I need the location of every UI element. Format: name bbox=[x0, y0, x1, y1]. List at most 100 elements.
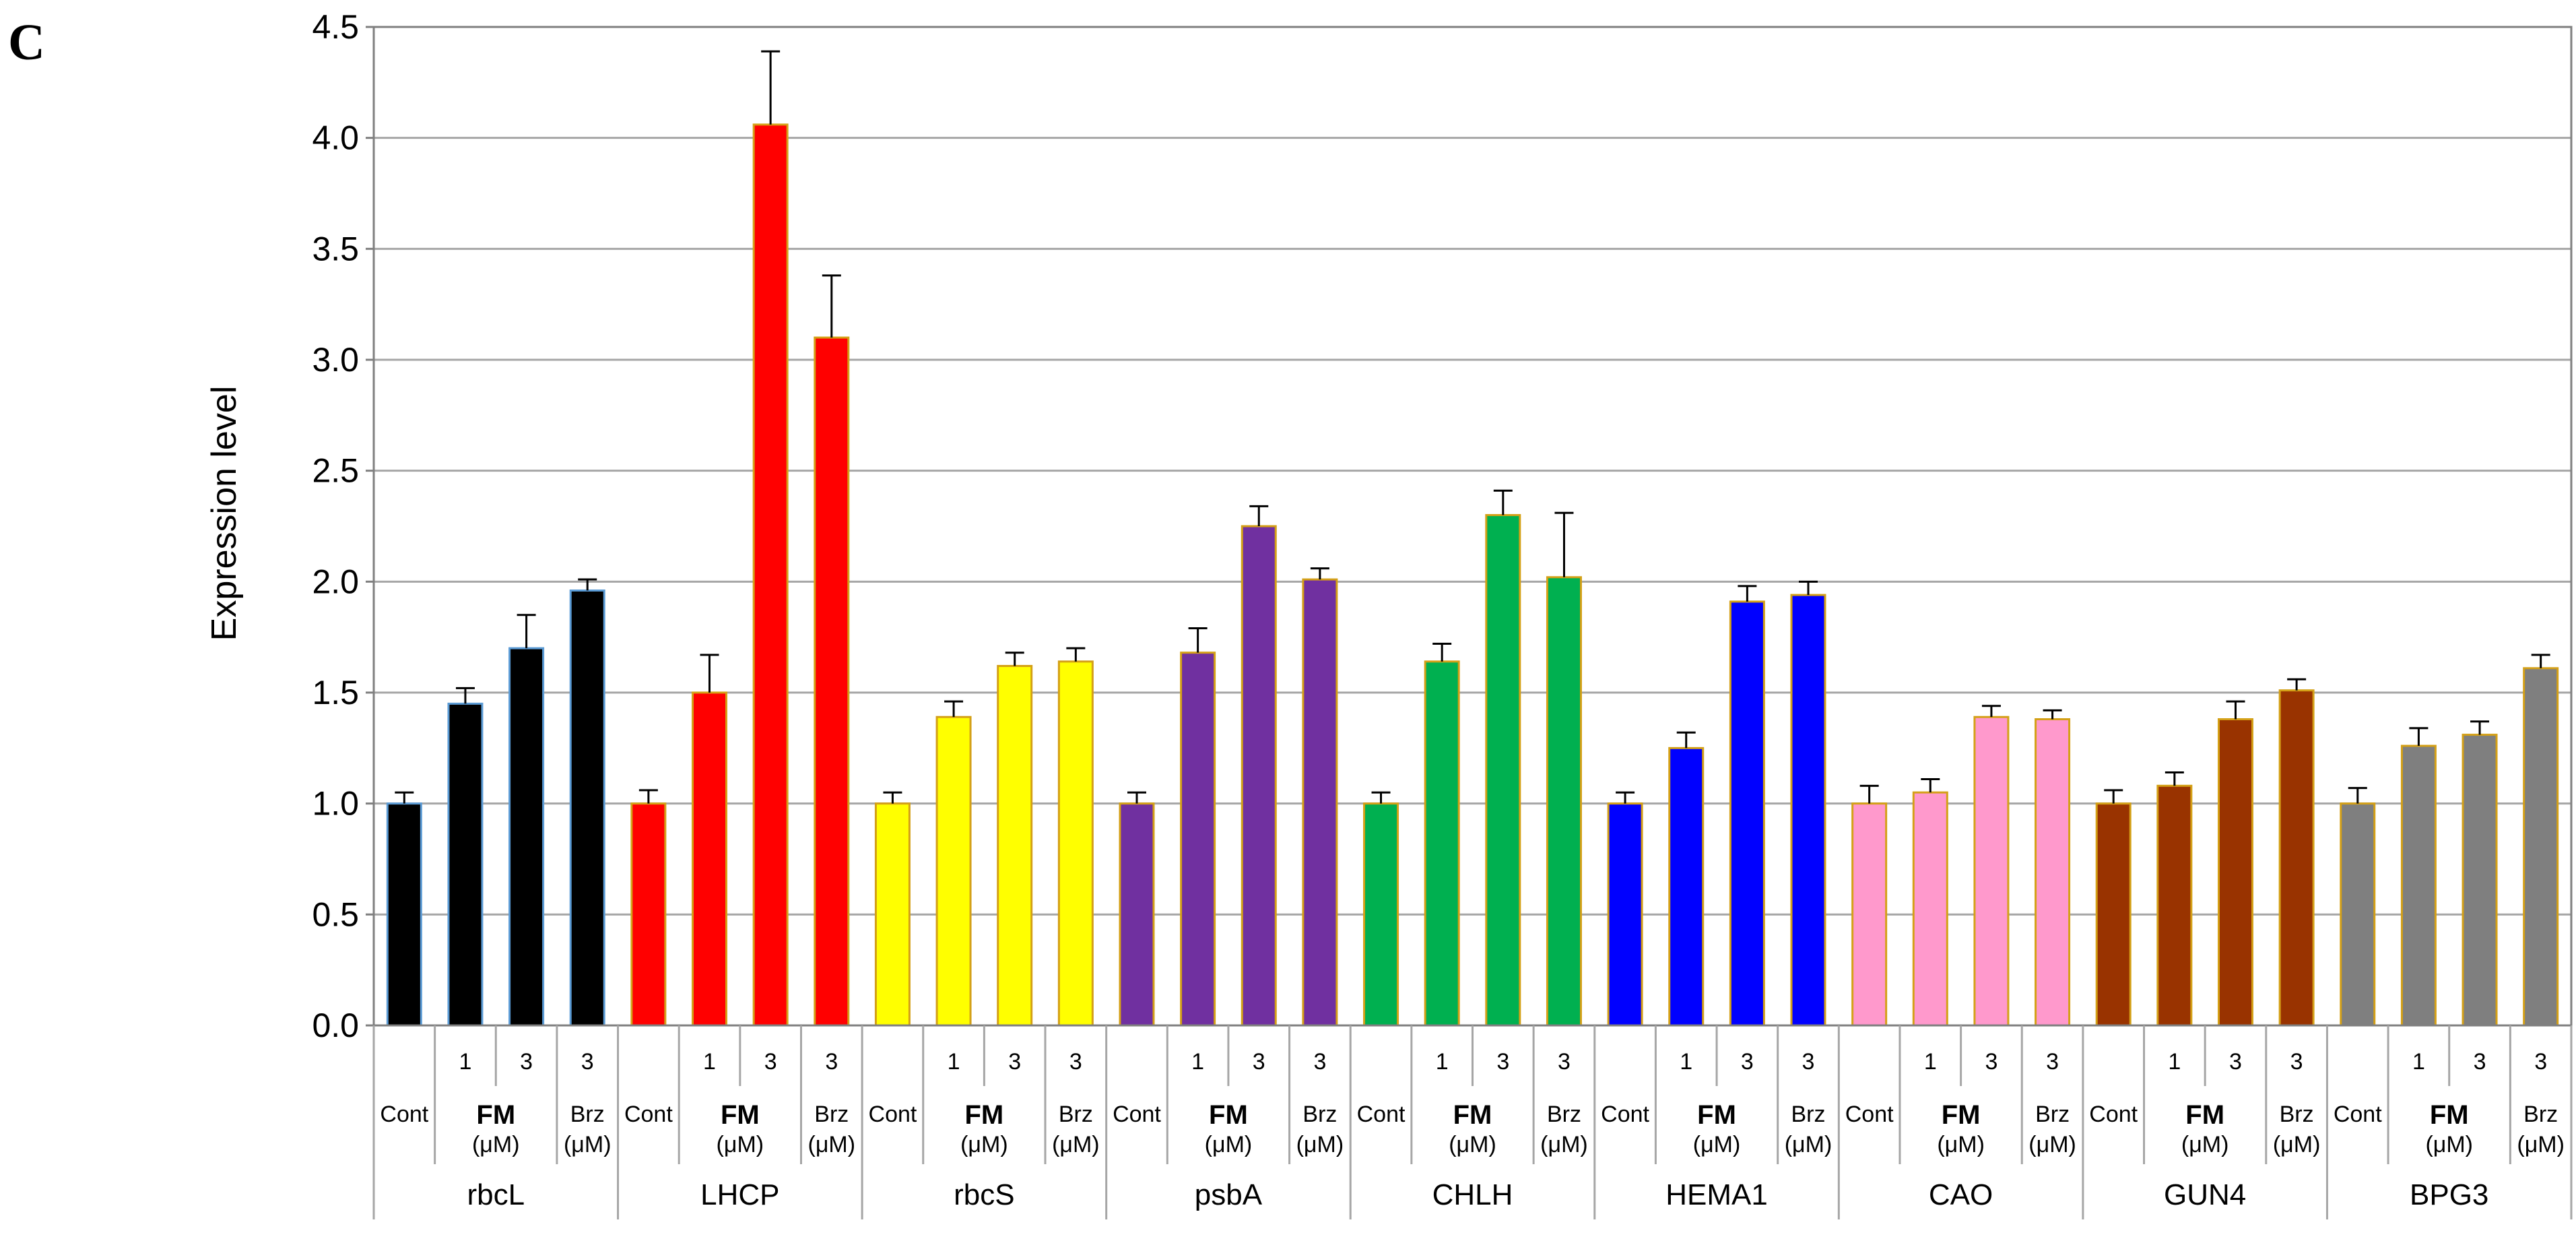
fm-label: FM bbox=[2185, 1100, 2224, 1130]
cont-label: Cont bbox=[869, 1102, 917, 1127]
dose-label-fm-1: 1 bbox=[1680, 1049, 1692, 1075]
bar-bpg3-2 bbox=[2462, 734, 2498, 1027]
y-axis-label: Expression level bbox=[205, 386, 244, 641]
dose-label-fm-3: 3 bbox=[1496, 1049, 1509, 1075]
bar-lhcp-3 bbox=[814, 336, 850, 1027]
panel-label: C bbox=[8, 14, 45, 71]
bar-rbcs-2 bbox=[997, 664, 1033, 1027]
dose-label-brz-3: 3 bbox=[825, 1049, 838, 1075]
dose-label-fm-3: 3 bbox=[2229, 1049, 2242, 1075]
bar-psba-0 bbox=[1119, 802, 1155, 1027]
brz-label: Brz bbox=[1547, 1102, 1581, 1127]
bar-lhcp-0 bbox=[630, 802, 667, 1027]
brz-unit-label: (μM) bbox=[1540, 1132, 1588, 1157]
y-tick-label: 1.5 bbox=[312, 674, 359, 711]
bar-hema1-1 bbox=[1668, 746, 1705, 1027]
dose-label-brz-3: 3 bbox=[1313, 1049, 1326, 1075]
gene-label-bpg3: BPG3 bbox=[2410, 1178, 2488, 1211]
fm-unit-label: (μM) bbox=[472, 1132, 520, 1157]
cont-label: Cont bbox=[1113, 1102, 1161, 1127]
bar-bpg3-1 bbox=[2400, 744, 2437, 1027]
fm-unit-label: (μM) bbox=[1449, 1132, 1496, 1157]
y-tick-label: 2.0 bbox=[312, 563, 359, 600]
bar-rbcl-1 bbox=[447, 702, 484, 1027]
fm-label: FM bbox=[1942, 1100, 1981, 1130]
gene-label-chlh: CHLH bbox=[1432, 1178, 1513, 1211]
dose-label-fm-1: 1 bbox=[1191, 1049, 1204, 1075]
fm-label: FM bbox=[721, 1100, 760, 1130]
dose-label-fm-3: 3 bbox=[2474, 1049, 2486, 1075]
fm-label: FM bbox=[965, 1100, 1004, 1130]
bar-rbcl-3 bbox=[569, 590, 605, 1027]
fm-label: FM bbox=[476, 1100, 515, 1130]
bar-hema1-2 bbox=[1729, 600, 1765, 1027]
brz-unit-label: (μM) bbox=[2273, 1132, 2321, 1157]
bar-gun4-2 bbox=[2217, 718, 2253, 1027]
bar-cao-3 bbox=[2035, 718, 2071, 1027]
brz-unit-label: (μM) bbox=[564, 1132, 612, 1157]
fm-label: FM bbox=[1453, 1100, 1492, 1130]
y-tick-label: 3.0 bbox=[312, 341, 359, 379]
bar-rbcs-3 bbox=[1057, 660, 1094, 1027]
dose-label-fm-1: 1 bbox=[2168, 1049, 2181, 1075]
brz-label: Brz bbox=[814, 1102, 849, 1127]
cont-label: Cont bbox=[2334, 1102, 2382, 1127]
cont-label: Cont bbox=[380, 1102, 428, 1127]
bar-gun4-1 bbox=[2156, 784, 2193, 1027]
bar-lhcp-2 bbox=[752, 123, 789, 1027]
dose-label-fm-3: 3 bbox=[764, 1049, 777, 1075]
fm-label: FM bbox=[2430, 1100, 2469, 1130]
gene-label-psba: psbA bbox=[1195, 1178, 1263, 1211]
fm-unit-label: (μM) bbox=[2425, 1132, 2473, 1157]
dose-label-fm-3: 3 bbox=[1008, 1049, 1021, 1075]
dose-label-brz-3: 3 bbox=[1802, 1049, 1815, 1075]
cont-label: Cont bbox=[2089, 1102, 2138, 1127]
bar-chlh-0 bbox=[1363, 802, 1399, 1027]
brz-unit-label: (μM) bbox=[808, 1132, 856, 1157]
y-tick-label: 1.0 bbox=[312, 785, 359, 823]
dose-label-fm-1: 1 bbox=[459, 1049, 471, 1075]
bar-psba-3 bbox=[1302, 578, 1338, 1027]
bar-bpg3-3 bbox=[2523, 667, 2559, 1027]
dose-label-fm-1: 1 bbox=[703, 1049, 716, 1075]
cont-label: Cont bbox=[624, 1102, 673, 1127]
fm-label: FM bbox=[1697, 1100, 1736, 1130]
bar-cao-1 bbox=[1912, 791, 1948, 1027]
bar-gun4-0 bbox=[2095, 802, 2132, 1027]
gene-label-hema1: HEMA1 bbox=[1665, 1178, 1768, 1211]
dose-label-fm-1: 1 bbox=[1924, 1049, 1937, 1075]
dose-label-fm-1: 1 bbox=[2412, 1049, 2425, 1075]
brz-label: Brz bbox=[1302, 1102, 1337, 1127]
dose-label-fm-3: 3 bbox=[1741, 1049, 1754, 1075]
bars bbox=[386, 50, 2559, 1027]
dose-label-fm-1: 1 bbox=[948, 1049, 960, 1075]
brz-label: Brz bbox=[2280, 1102, 2314, 1127]
bar-chlh-1 bbox=[1424, 660, 1460, 1027]
brz-unit-label: (μM) bbox=[1296, 1132, 1344, 1157]
bar-lhcp-1 bbox=[692, 691, 728, 1027]
brz-label: Brz bbox=[1059, 1102, 1093, 1127]
dose-label-fm-3: 3 bbox=[520, 1049, 533, 1075]
y-tick-label: 0.5 bbox=[312, 895, 359, 933]
dose-label-brz-3: 3 bbox=[1558, 1049, 1571, 1075]
fm-unit-label: (μM) bbox=[2181, 1132, 2229, 1157]
dose-label-fm-1: 1 bbox=[1436, 1049, 1449, 1075]
gene-label-lhcp: LHCP bbox=[700, 1178, 779, 1211]
y-tick-label: 4.5 bbox=[312, 8, 359, 46]
brz-unit-label: (μM) bbox=[1052, 1132, 1100, 1157]
dose-label-fm-3: 3 bbox=[1985, 1049, 1997, 1075]
y-tick-label: 2.5 bbox=[312, 452, 359, 490]
fm-unit-label: (μM) bbox=[1693, 1132, 1741, 1157]
dose-label-brz-3: 3 bbox=[2534, 1049, 2547, 1075]
bar-chlh-2 bbox=[1485, 514, 1521, 1027]
gene-label-rbcl: rbcL bbox=[467, 1178, 525, 1211]
y-axis-ticks: 0.0 0.5 1.0 1.5 2.0 2.5 3.0 3.5 4.0 4.5 bbox=[312, 8, 374, 1044]
bar-rbcs-0 bbox=[874, 802, 911, 1027]
y-tick-label: 4.0 bbox=[312, 119, 359, 157]
brz-label: Brz bbox=[570, 1102, 605, 1127]
cont-label: Cont bbox=[1845, 1102, 1894, 1127]
dose-label-brz-3: 3 bbox=[581, 1049, 594, 1075]
gene-label-gun4: GUN4 bbox=[2164, 1178, 2246, 1211]
gene-label-rbcs: rbcS bbox=[954, 1178, 1014, 1211]
dose-label-brz-3: 3 bbox=[2290, 1049, 2303, 1075]
